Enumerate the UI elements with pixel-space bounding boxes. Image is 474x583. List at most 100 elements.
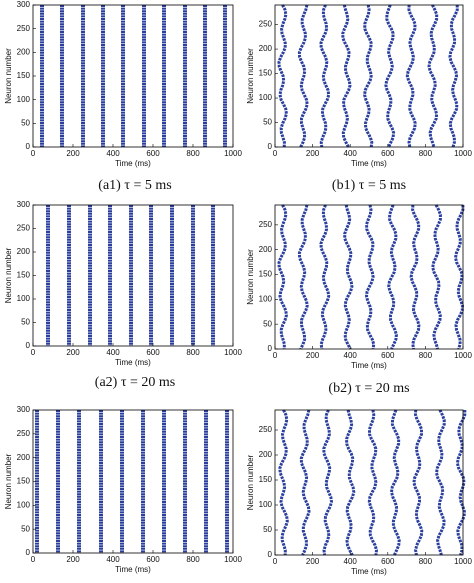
y-axis-label: Neuron number — [246, 454, 255, 510]
y-tick-label: 50 — [263, 319, 272, 328]
x-tick-label: 800 — [186, 149, 200, 158]
spike-burst — [319, 204, 331, 350]
x-tick-label: 0 — [273, 351, 278, 360]
y-tick-label: 100 — [259, 294, 273, 303]
x-tick-label: 200 — [66, 555, 80, 564]
x-axis-label: Time (ms) — [351, 159, 387, 168]
spike-burst — [319, 4, 331, 148]
plot-frame — [32, 409, 234, 554]
x-tick-label: 1000 — [454, 149, 472, 158]
plot-frame — [274, 4, 464, 148]
y-tick-label: 250 — [259, 20, 273, 29]
y-tick-label: 50 — [21, 118, 30, 127]
y-tick-label: 0 — [26, 341, 31, 350]
x-axis-label: Time (ms) — [351, 567, 387, 576]
y-axis-label: Neuron number — [4, 247, 13, 303]
spike-burst — [299, 409, 311, 556]
y-tick-label: 300 — [17, 200, 31, 209]
spike-burst — [341, 4, 352, 148]
y-tick-label: 250 — [17, 24, 31, 33]
plot-frame — [274, 204, 464, 350]
y-tick-label: 100 — [259, 500, 273, 509]
y-tick-label: 0 — [26, 142, 31, 151]
spike-burst — [389, 409, 401, 556]
y-tick-label: 50 — [21, 318, 30, 327]
y-axis-label: Neuron number — [246, 48, 255, 104]
spike-burst — [434, 409, 446, 556]
x-tick-label: 1000 — [454, 557, 472, 566]
y-tick-label: 250 — [17, 429, 31, 438]
spike-burst — [427, 4, 439, 148]
x-tick-label: 400 — [344, 149, 358, 158]
x-tick-label: 200 — [306, 149, 320, 158]
spike-burst — [431, 204, 442, 350]
spike-burst — [387, 204, 398, 350]
y-tick-label: 150 — [17, 271, 31, 280]
panel-caption: (a2) τ = 20 ms — [95, 375, 175, 390]
spike-burst — [455, 410, 467, 556]
x-tick-label: 800 — [186, 348, 200, 357]
x-tick-label: 0 — [273, 149, 278, 158]
y-tick-label: 250 — [259, 220, 273, 229]
y-tick-label: 200 — [259, 450, 273, 459]
x-tick-label: 800 — [419, 557, 433, 566]
y-tick-label: 100 — [17, 95, 31, 104]
x-axis-label: Time (ms) — [351, 361, 387, 370]
x-tick-label: 600 — [381, 149, 395, 158]
spike-burst — [297, 4, 309, 148]
spike-burst — [367, 409, 379, 556]
x-tick-label: 0 — [273, 557, 278, 566]
spike-burst — [343, 204, 354, 350]
spike-burst — [277, 4, 288, 148]
y-tick-label: 150 — [259, 69, 273, 78]
x-tick-label: 600 — [381, 557, 395, 566]
x-tick-label: 200 — [66, 348, 80, 357]
y-tick-label: 200 — [17, 453, 31, 462]
x-tick-label: 200 — [66, 149, 80, 158]
y-tick-label: 200 — [17, 47, 31, 56]
spike-burst — [277, 204, 288, 350]
x-tick-label: 600 — [146, 149, 160, 158]
y-tick-label: 0 — [268, 142, 273, 151]
y-tick-label: 50 — [263, 525, 272, 534]
spike-burst — [363, 4, 374, 148]
y-tick-label: 300 — [17, 0, 31, 9]
x-tick-label: 200 — [306, 557, 320, 566]
x-tick-label: 600 — [381, 351, 395, 360]
spike-burst — [345, 409, 356, 556]
x-tick-label: 600 — [146, 348, 160, 357]
x-tick-label: 800 — [419, 351, 433, 360]
x-tick-label: 800 — [419, 149, 433, 158]
spike-burst — [409, 204, 421, 350]
x-tick-label: 400 — [344, 557, 358, 566]
spike-burst — [384, 4, 396, 148]
x-axis-label: Time (ms) — [115, 565, 151, 574]
y-tick-label: 150 — [259, 475, 273, 484]
spike-burst — [322, 409, 334, 556]
x-tick-label: 600 — [146, 555, 160, 564]
x-tick-label: 400 — [344, 351, 358, 360]
y-tick-label: 0 — [268, 550, 273, 559]
y-tick-label: 300 — [17, 405, 31, 414]
panel-caption: (a1) τ = 5 ms — [98, 178, 171, 193]
spike-burst — [278, 409, 289, 556]
spike-burst — [448, 4, 459, 148]
y-tick-label: 150 — [17, 477, 31, 486]
spike-burst — [297, 204, 309, 350]
y-tick-label: 200 — [259, 245, 273, 254]
x-tick-label: 400 — [106, 555, 120, 564]
spike-burst — [364, 204, 376, 350]
x-tick-label: 1000 — [224, 348, 242, 357]
y-tick-label: 150 — [17, 71, 31, 80]
x-tick-label: 1000 — [224, 555, 242, 564]
y-tick-label: 200 — [17, 247, 31, 256]
y-tick-label: 200 — [259, 44, 273, 53]
x-tick-label: 400 — [106, 149, 120, 158]
panel-caption: (b2) τ = 20 ms — [328, 381, 409, 396]
y-tick-label: 100 — [259, 93, 273, 102]
y-tick-label: 250 — [259, 425, 273, 434]
x-tick-label: 1000 — [224, 149, 242, 158]
y-tick-label: 0 — [26, 548, 31, 557]
x-tick-label: 0 — [31, 555, 36, 564]
